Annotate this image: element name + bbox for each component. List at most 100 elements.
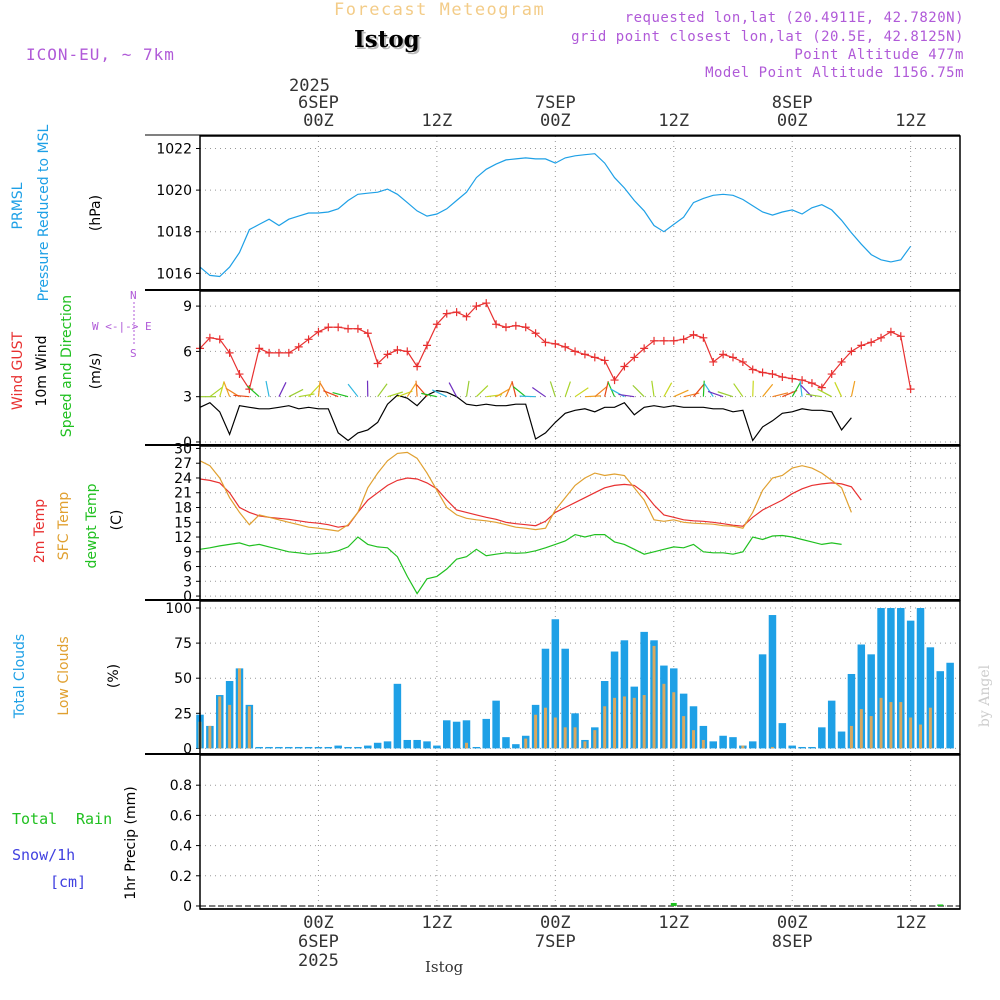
wind-direction-arrow [475,385,489,398]
wind-direction-arrow [805,393,822,398]
total-clouds-bar [502,737,510,749]
gust-marker [857,341,866,350]
gust-marker [827,370,836,379]
low-clouds-bar [899,702,903,749]
gust-marker [580,350,589,359]
gust-marker [334,323,343,332]
bottom-time-label: 12Z [421,913,453,933]
label-rain: Rain [76,810,113,828]
wind-direction-arrow [278,382,287,397]
y-tick-label: 100 [165,601,192,617]
wind-direction-arrow [799,380,803,397]
bottom-time-label: 00Z [776,913,808,933]
gust-marker [758,368,767,377]
gust-marker [403,347,412,356]
total-clouds-bar [462,720,471,749]
y-tick-label: 0 [183,741,192,757]
wind-direction-arrow [421,392,438,398]
gust-marker [788,374,797,383]
low-clouds-bar [879,697,883,749]
wind-direction-arrow [584,395,601,398]
total-clouds-bar [729,737,737,749]
label-cm: [cm] [50,873,87,891]
y-tick-label: 9 [183,299,192,315]
y-tick-label: 1020 [156,183,192,199]
y-tick-label: 3 [183,574,192,590]
gust-marker [719,350,728,359]
gust-marker [640,344,649,353]
wind-direction-arrow [431,389,448,398]
panel-frame [199,754,961,910]
wind-direction-arrow [651,380,655,397]
label-total: Total [12,810,58,828]
total-clouds-bar [719,735,727,749]
gust-marker [847,347,856,356]
low-clouds-bar [741,745,745,749]
total-clouds-bar [827,700,836,749]
gust-marker [610,376,619,385]
total-clouds-bar [423,741,431,749]
low-clouds-bar [919,724,922,749]
gust-marker [215,335,224,344]
gust-marker [235,370,244,379]
series-prmsl [199,153,912,278]
low-clouds-bar [662,683,666,749]
total-clouds-bar [926,647,935,749]
total-clouds-bar [383,741,392,749]
rain-bar [937,904,944,906]
gust-marker [709,357,718,366]
total-clouds-bar [877,608,885,749]
y-tick-label: 12 [174,530,192,546]
total-clouds-bar [758,654,767,749]
gust-marker [344,324,353,333]
low-clouds-bar [563,727,567,749]
low-clouds-bar [682,716,686,749]
wind-direction-arrow [564,381,571,397]
wind-direction-arrow [817,388,832,398]
total-clouds-bar [689,706,698,749]
y-tick-label: 6 [183,560,192,576]
gust-marker [620,362,629,371]
total-clouds-bar [472,746,481,749]
total-clouds-bar [314,746,323,749]
panel-5: 0 0.2 0.4 0.6 0.8 [170,754,961,915]
gust-marker [423,341,432,350]
grid-coords: grid point closest lon,lat (20.5E, 42.81… [571,29,964,45]
wind-direction-arrow [703,383,714,398]
low-clouds-bar [534,714,538,749]
wind-direction-arrow [465,380,470,397]
gust-marker [353,324,362,333]
y-tick-label: 25 [174,706,192,722]
total-clouds-bar [887,608,895,749]
wind-direction-arrow [693,384,705,398]
wind-direction-arrow [448,382,458,397]
rain-bar [670,902,677,906]
gust-marker [413,362,422,371]
wind-direction-arrow [702,380,705,397]
bottom-date-label: 8SEP [771,932,813,952]
wind-direction-arrow [549,381,556,397]
y-tick-label: 21 [174,486,192,502]
wind-direction-arrow [632,384,645,398]
total-clouds-bar [857,644,866,749]
gust-marker [837,357,846,366]
wind-direction-arrow [512,386,527,398]
low-clouds-bar [553,717,557,749]
wind-direction-arrow [717,391,734,398]
gust-marker [699,333,708,342]
low-clouds-bar [573,727,577,749]
low-clouds-bar [465,742,468,749]
low-clouds-bar [218,696,222,749]
gust-marker [225,348,234,357]
total-clouds-bar [373,742,382,749]
compass-axis [133,302,135,346]
gust-marker [659,336,668,345]
wind-direction-arrow [246,385,260,398]
top-time-label: 00Z [539,111,571,131]
model-label: ICON-EU, ~ 7km [26,45,175,64]
y-tick-label: 0 [183,589,192,605]
total-clouds-bar [265,746,273,749]
wind-direction-arrow [618,393,635,398]
total-clouds-bar [936,671,945,749]
